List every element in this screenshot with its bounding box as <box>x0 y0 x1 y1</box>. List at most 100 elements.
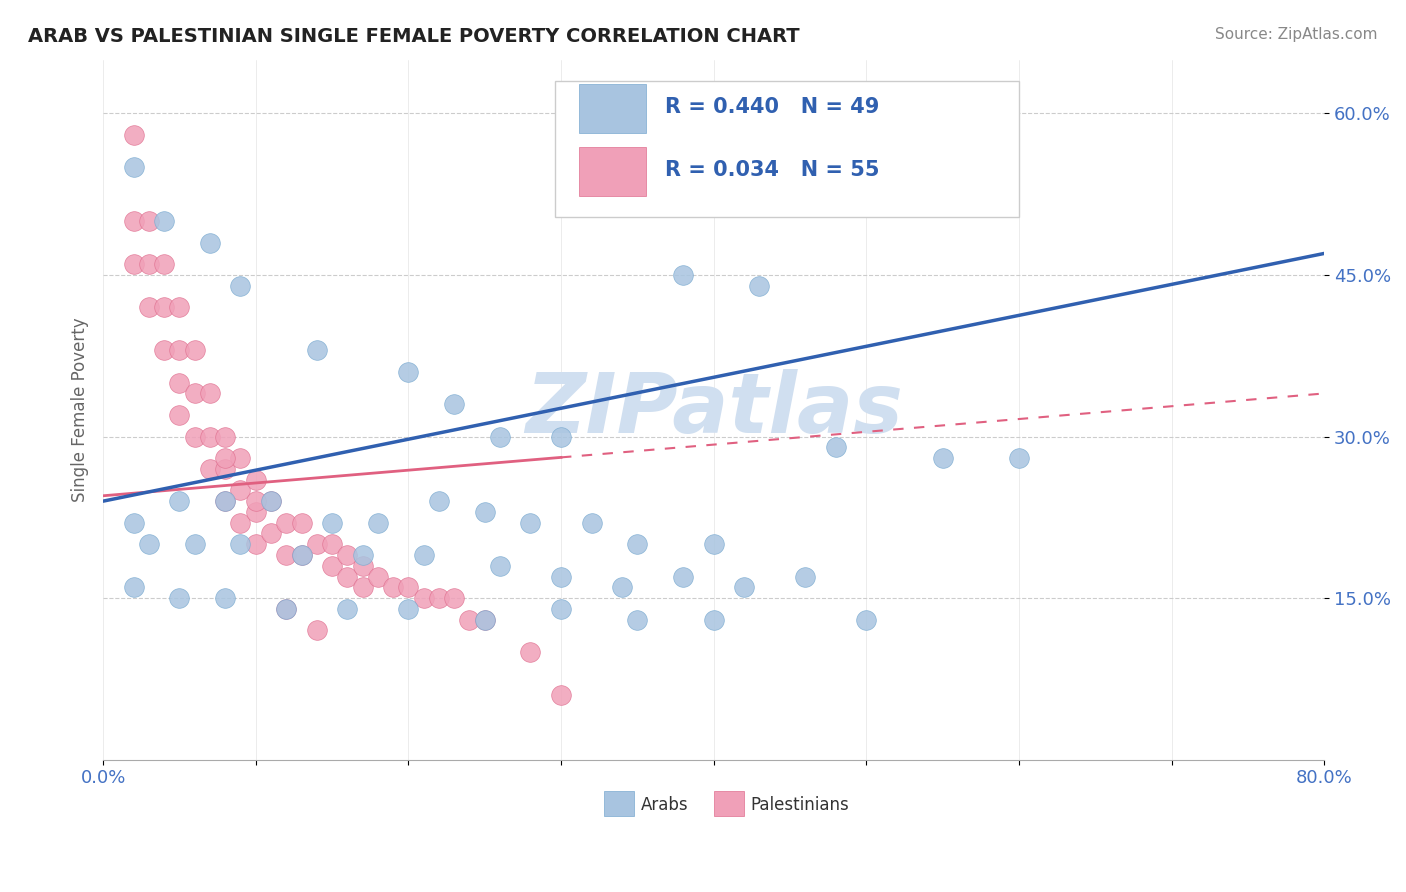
Point <box>305 343 328 358</box>
Point <box>122 214 145 228</box>
Point <box>260 494 283 508</box>
Point <box>214 591 236 605</box>
Point <box>321 558 343 573</box>
Point <box>550 569 572 583</box>
Point <box>290 548 312 562</box>
Point <box>931 451 953 466</box>
Point <box>138 214 160 228</box>
Point <box>703 537 725 551</box>
Point <box>305 624 328 638</box>
Point <box>122 161 145 175</box>
Y-axis label: Single Female Poverty: Single Female Poverty <box>72 318 89 502</box>
Point <box>1008 451 1031 466</box>
Point <box>474 613 496 627</box>
Point <box>626 537 648 551</box>
Point <box>412 548 434 562</box>
Point <box>367 569 389 583</box>
Point <box>198 429 221 443</box>
Point <box>703 613 725 627</box>
Point <box>198 462 221 476</box>
Text: Palestinians: Palestinians <box>751 797 849 814</box>
Point <box>382 580 405 594</box>
Point <box>672 268 695 282</box>
Point <box>245 494 267 508</box>
Point <box>153 301 176 315</box>
Point <box>550 688 572 702</box>
Point <box>352 580 374 594</box>
Point <box>122 257 145 271</box>
Point <box>412 591 434 605</box>
Point <box>352 548 374 562</box>
Point <box>352 558 374 573</box>
Point <box>169 343 191 358</box>
Point <box>276 516 298 530</box>
Point <box>229 278 252 293</box>
Point <box>458 613 481 627</box>
Point <box>794 569 817 583</box>
Point <box>138 257 160 271</box>
Text: Source: ZipAtlas.com: Source: ZipAtlas.com <box>1215 27 1378 42</box>
Point <box>169 376 191 390</box>
Point <box>229 483 252 498</box>
Point <box>183 343 205 358</box>
Point <box>290 548 312 562</box>
Point <box>336 569 359 583</box>
Point <box>183 429 205 443</box>
FancyBboxPatch shape <box>579 147 647 196</box>
Text: ARAB VS PALESTINIAN SINGLE FEMALE POVERTY CORRELATION CHART: ARAB VS PALESTINIAN SINGLE FEMALE POVERT… <box>28 27 800 45</box>
Point <box>245 473 267 487</box>
Point <box>443 591 465 605</box>
Point <box>367 516 389 530</box>
Point <box>214 429 236 443</box>
Point <box>260 526 283 541</box>
Point <box>138 301 160 315</box>
Point <box>122 516 145 530</box>
Point <box>489 429 512 443</box>
Point <box>229 451 252 466</box>
Point <box>427 494 450 508</box>
Point <box>169 408 191 422</box>
Point <box>550 429 572 443</box>
FancyBboxPatch shape <box>555 80 1019 217</box>
Point <box>396 602 419 616</box>
Point <box>396 580 419 594</box>
Point <box>748 278 770 293</box>
Point <box>169 591 191 605</box>
Point <box>489 558 512 573</box>
Point <box>733 580 755 594</box>
Point <box>214 494 236 508</box>
Point <box>214 462 236 476</box>
Point <box>336 548 359 562</box>
Point <box>169 301 191 315</box>
Point <box>305 537 328 551</box>
Point <box>153 214 176 228</box>
Point <box>581 516 603 530</box>
Point <box>153 343 176 358</box>
Point <box>610 580 633 594</box>
FancyBboxPatch shape <box>603 791 634 815</box>
Point <box>138 537 160 551</box>
Point <box>519 516 541 530</box>
Point <box>122 580 145 594</box>
Point <box>122 128 145 142</box>
Point <box>550 602 572 616</box>
Point <box>183 386 205 401</box>
Point <box>855 613 877 627</box>
Point <box>276 548 298 562</box>
Point <box>474 613 496 627</box>
Text: R = 0.034   N = 55: R = 0.034 N = 55 <box>665 161 879 180</box>
Point <box>443 397 465 411</box>
Point <box>229 516 252 530</box>
Point <box>336 602 359 616</box>
Point <box>214 451 236 466</box>
Point <box>321 516 343 530</box>
Point <box>183 537 205 551</box>
FancyBboxPatch shape <box>714 791 744 815</box>
Point <box>474 505 496 519</box>
Point <box>260 494 283 508</box>
Point <box>153 257 176 271</box>
Point <box>245 505 267 519</box>
Point <box>321 537 343 551</box>
FancyBboxPatch shape <box>579 84 647 133</box>
Point <box>276 602 298 616</box>
